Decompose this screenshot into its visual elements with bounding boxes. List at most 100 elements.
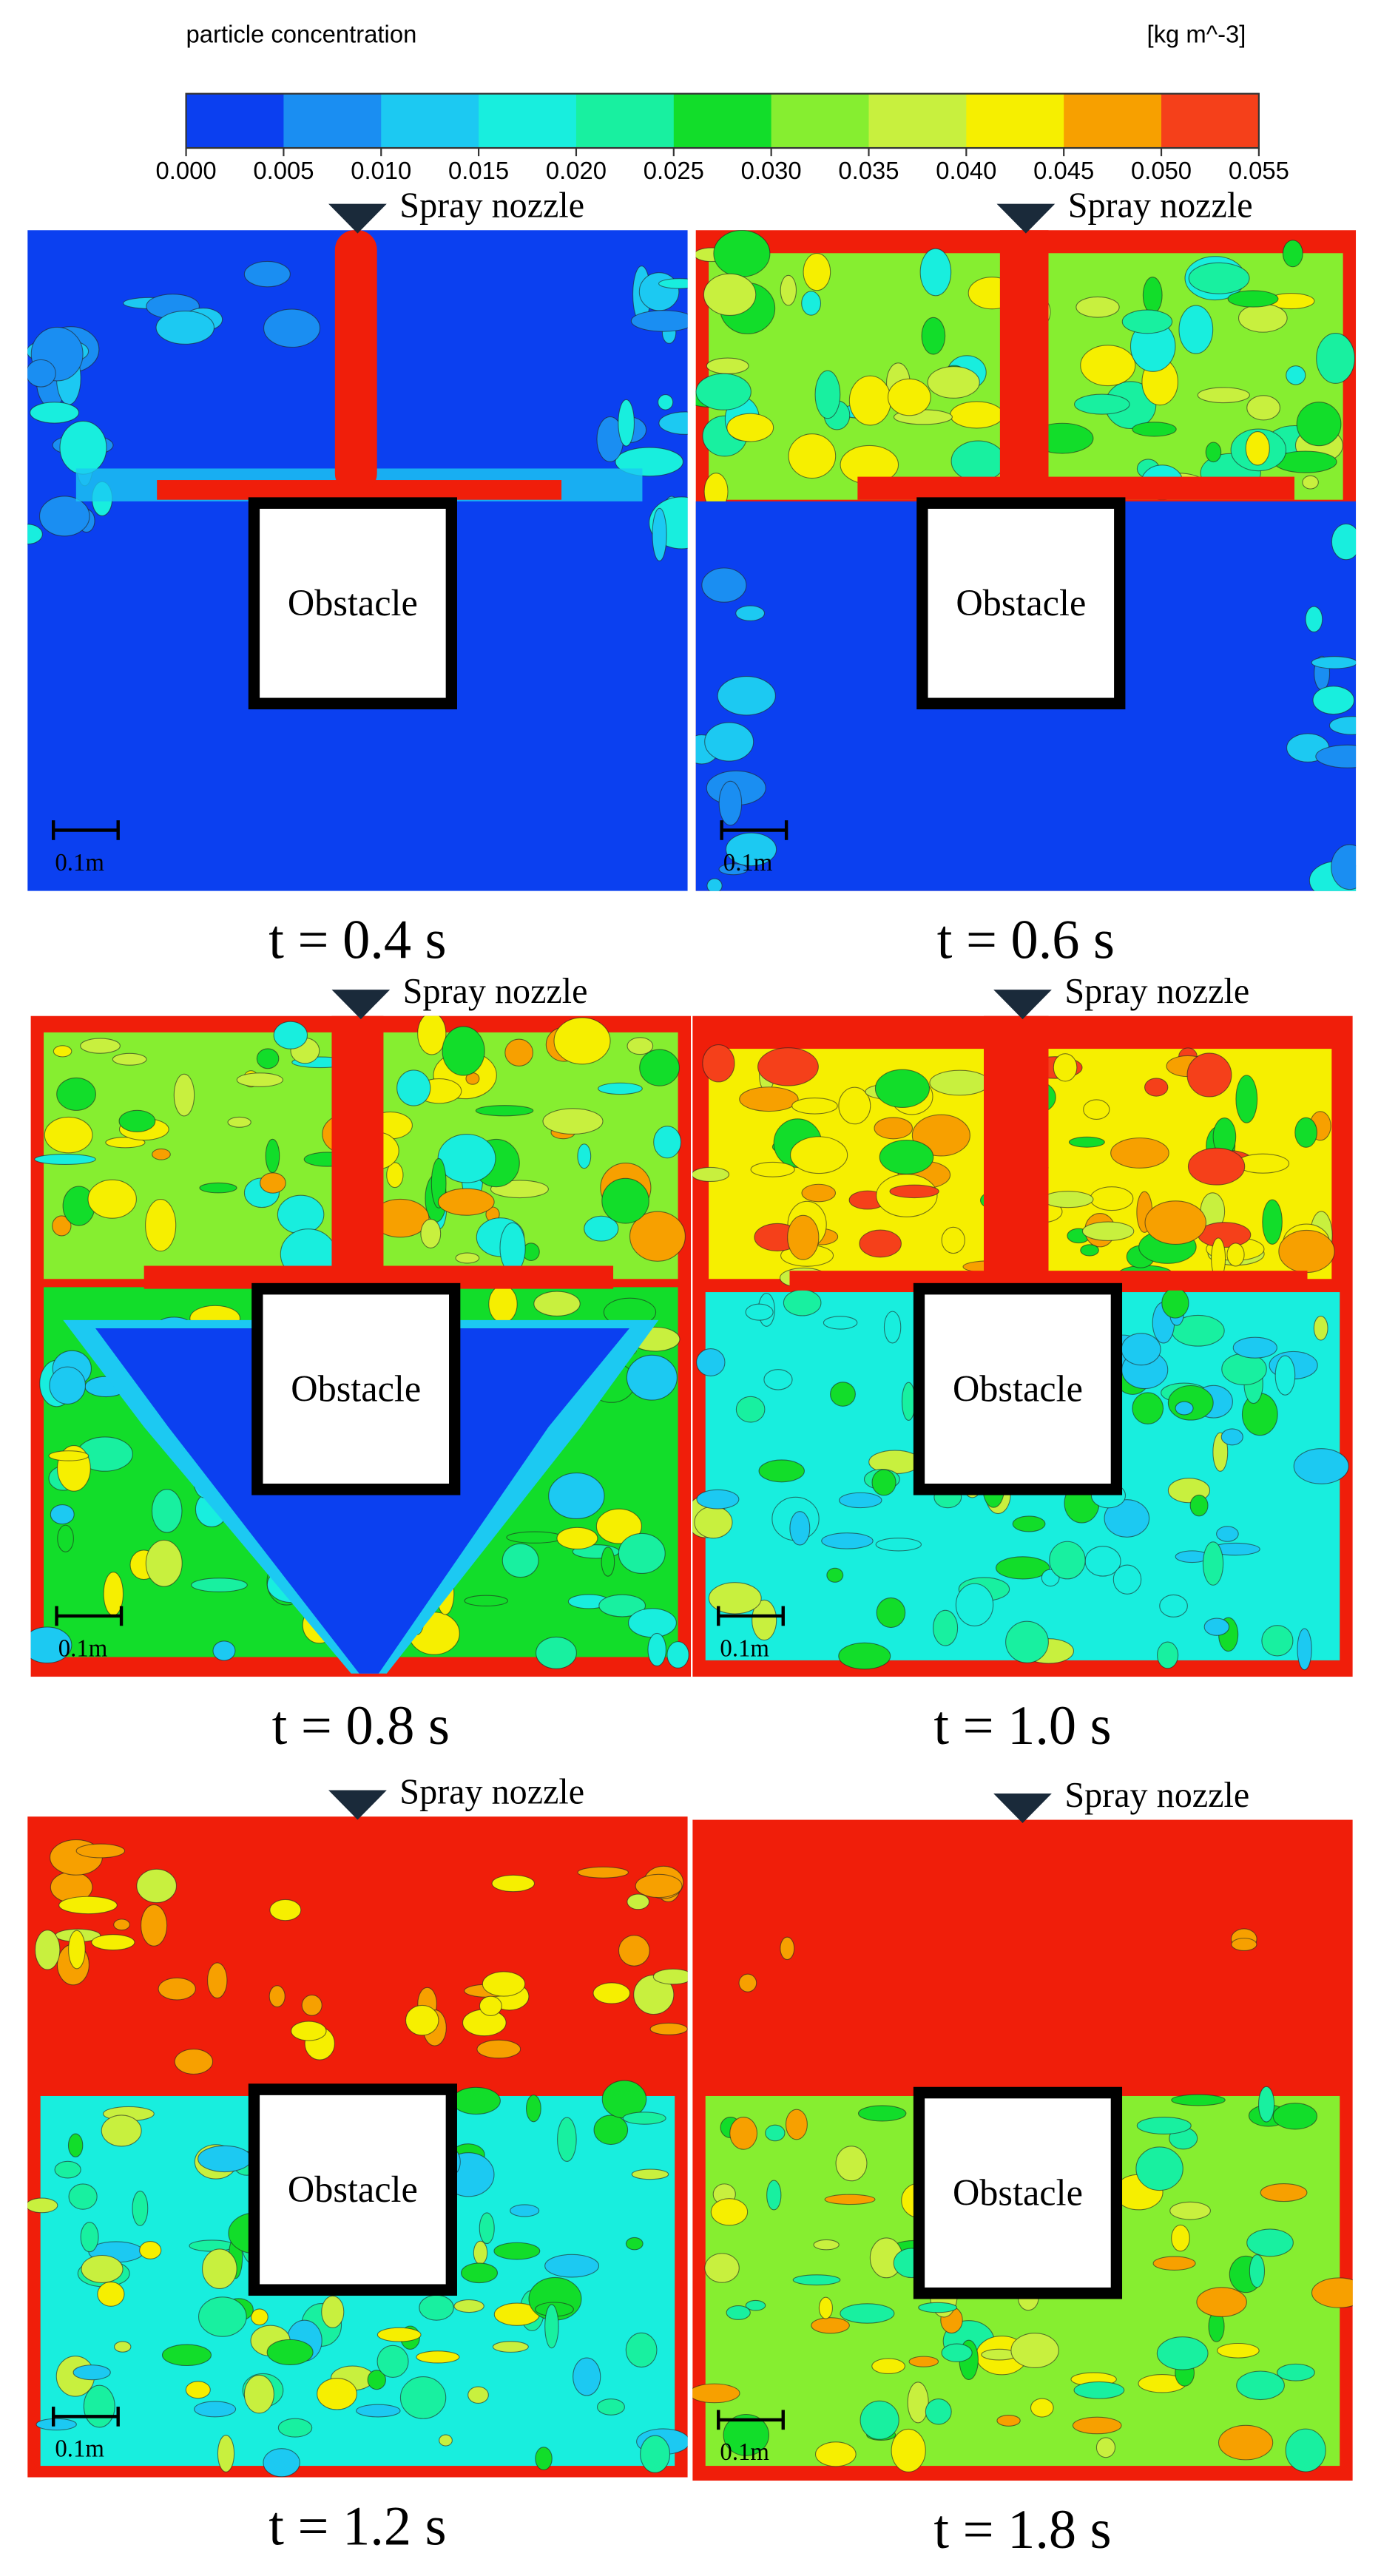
contour-blob bbox=[577, 1143, 592, 1169]
obstacle bbox=[913, 1282, 1123, 1495]
contour-blob bbox=[83, 2384, 115, 2428]
colorbar-tick-label: 0.020 bbox=[546, 158, 607, 185]
contour-blob bbox=[1159, 1594, 1188, 1617]
contour-blob bbox=[875, 1538, 922, 1552]
contour-blob bbox=[56, 1077, 96, 1111]
contour-blob bbox=[791, 1098, 838, 1115]
contour-blob bbox=[941, 2343, 973, 2362]
contour-blob bbox=[658, 411, 688, 435]
contour-blob bbox=[260, 1172, 286, 1194]
panel: Obstacle Spray nozzle 0.1m t = 1.8 s bbox=[692, 1776, 1353, 2560]
contour-blob bbox=[1074, 393, 1130, 415]
colorbar-frame bbox=[185, 92, 1260, 149]
contour-blob bbox=[145, 1539, 183, 1587]
contour-blob bbox=[44, 1116, 93, 1154]
contour-blob bbox=[1132, 422, 1177, 437]
contour-blob bbox=[1331, 844, 1357, 890]
contour-blob bbox=[442, 1026, 485, 1076]
contour-blob bbox=[901, 1382, 916, 1421]
contour-blob bbox=[630, 310, 688, 332]
contour-blob bbox=[1245, 431, 1270, 466]
contour-blob bbox=[1260, 2183, 1308, 2203]
panel: Obstacle Spray nozzle 0.1m t = 0.4 s bbox=[27, 186, 688, 971]
contour-blob bbox=[1202, 1541, 1224, 1586]
contour-blob bbox=[34, 1153, 96, 1166]
contour-blob bbox=[27, 359, 56, 388]
contour-blob bbox=[91, 1934, 135, 1951]
contour-blob bbox=[386, 1162, 404, 1189]
colorbar-cell bbox=[479, 93, 577, 149]
colorbar-cell bbox=[868, 93, 967, 149]
nozzle-icon bbox=[993, 1793, 1052, 1823]
obstacle bbox=[916, 497, 1126, 710]
nozzle-label: Spray nozzle bbox=[1068, 186, 1253, 225]
contour-blob bbox=[510, 2204, 540, 2217]
contour-blob bbox=[708, 1582, 762, 1615]
contour-blob bbox=[596, 2398, 625, 2416]
contour-blob bbox=[161, 2344, 212, 2367]
contour-blob bbox=[814, 370, 841, 419]
contour-blob bbox=[243, 260, 291, 288]
colorbar-cell bbox=[771, 93, 870, 149]
contour-blob bbox=[824, 2194, 876, 2205]
contour-blob bbox=[763, 1369, 793, 1390]
contour-blob bbox=[48, 1450, 90, 1461]
contour-blob bbox=[758, 1459, 805, 1483]
panel-field bbox=[30, 1015, 692, 1677]
contour-blob bbox=[1175, 1401, 1194, 1416]
contour-blob bbox=[81, 2254, 124, 2283]
scale-label: 0.1m bbox=[720, 1635, 769, 1662]
contour-blob bbox=[1135, 2146, 1183, 2191]
contour-blob bbox=[718, 780, 743, 826]
contour-blob bbox=[598, 1082, 643, 1095]
contour-blob bbox=[36, 2418, 77, 2431]
scale-label: 0.1m bbox=[723, 850, 773, 876]
contour-blob bbox=[750, 1161, 795, 1177]
contour-blob bbox=[1188, 262, 1250, 294]
contour-blob bbox=[256, 1048, 280, 1069]
contour-blob bbox=[1142, 277, 1163, 314]
contour-blob bbox=[151, 1489, 183, 1533]
contour-blob bbox=[874, 1069, 931, 1108]
contour-blob bbox=[1218, 2424, 1274, 2461]
panel-field bbox=[692, 1819, 1353, 2481]
contour-blob bbox=[105, 1137, 146, 1149]
contour-blob bbox=[838, 1086, 871, 1125]
contour-blob bbox=[227, 1116, 251, 1128]
colorbar-title: particle concentration bbox=[186, 21, 417, 48]
contour-blob bbox=[499, 1222, 526, 1274]
contour-blob bbox=[173, 1073, 195, 1117]
nozzle-icon bbox=[331, 990, 391, 1020]
contour-blob bbox=[1178, 305, 1214, 354]
contour-blob bbox=[49, 1366, 86, 1404]
contour-blob bbox=[1187, 1147, 1246, 1186]
contour-blob bbox=[925, 2398, 952, 2425]
contour-blob bbox=[941, 1226, 965, 1254]
contour-blob bbox=[367, 2370, 386, 2390]
contour-blob bbox=[451, 2086, 501, 2115]
contour-blob bbox=[265, 1138, 280, 1174]
contour-blob bbox=[356, 2404, 401, 2418]
contour-blob bbox=[185, 2381, 211, 2399]
contour-blob bbox=[479, 1995, 502, 2016]
contour-blob bbox=[67, 2133, 84, 2157]
contour-blob bbox=[933, 1609, 959, 1646]
contour-blob bbox=[887, 378, 931, 416]
contour-blob bbox=[652, 507, 667, 561]
contour-blob bbox=[891, 2428, 926, 2472]
contour-blob bbox=[789, 1511, 811, 1546]
contour-blob bbox=[141, 1904, 168, 1947]
contour-blob bbox=[250, 2308, 269, 2326]
panel-caption: t = 1.2 s bbox=[269, 2495, 446, 2558]
contour-blob bbox=[174, 2049, 214, 2075]
contour-blob bbox=[927, 366, 980, 399]
contour-blob bbox=[87, 1179, 137, 1219]
scale-label: 0.1m bbox=[58, 1635, 108, 1662]
contour-blob bbox=[780, 1936, 795, 1961]
contour-blob bbox=[420, 1218, 442, 1248]
contour-blob bbox=[801, 1183, 837, 1203]
contour-blob bbox=[818, 2296, 833, 2319]
contour-blob bbox=[1293, 1448, 1349, 1484]
panel-field bbox=[27, 230, 688, 891]
contour-blob bbox=[321, 2295, 345, 2328]
